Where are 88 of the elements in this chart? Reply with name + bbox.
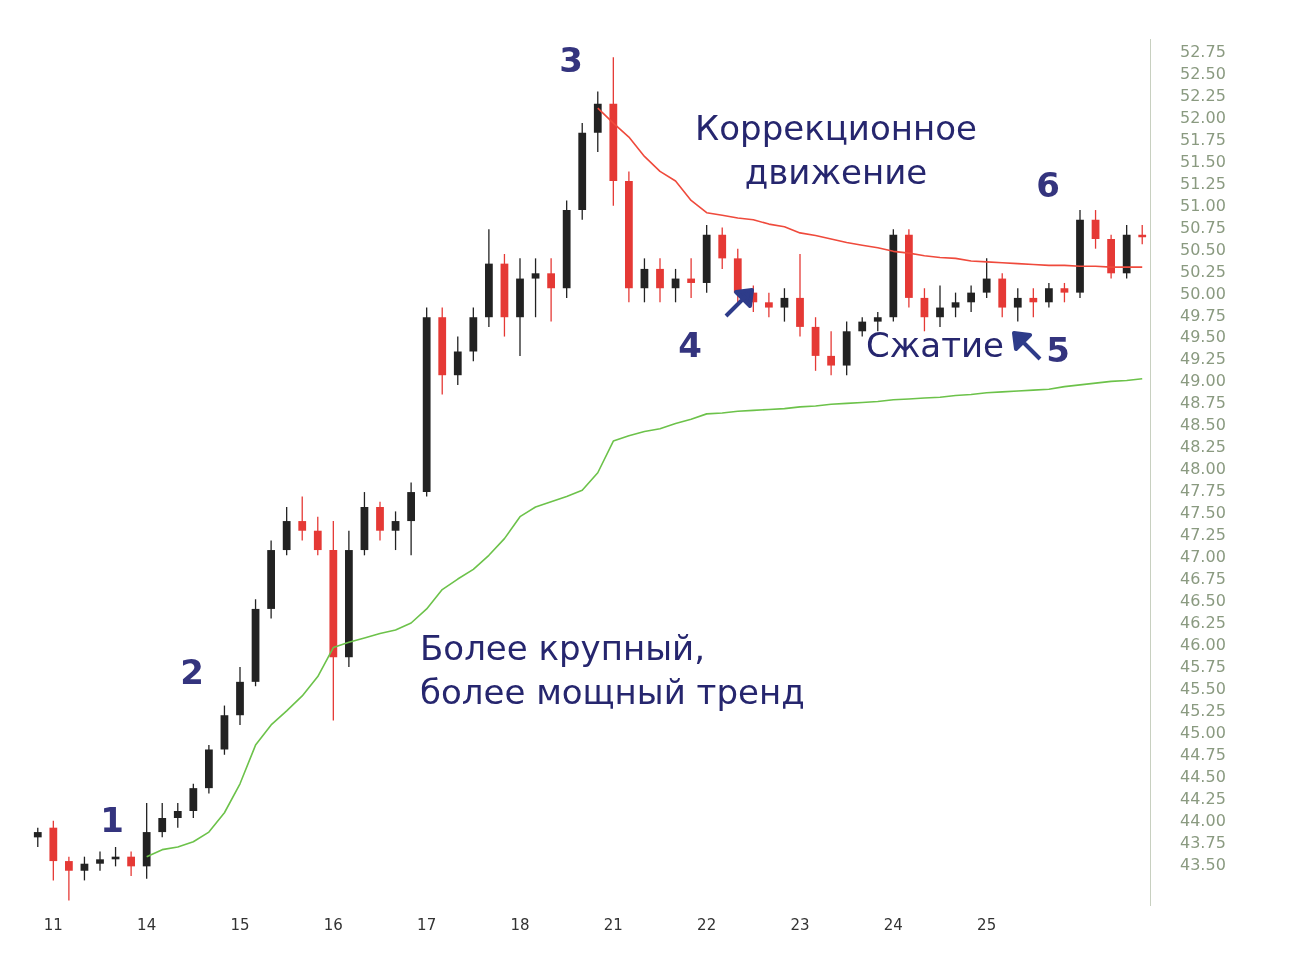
y-tick-label: 48.25 xyxy=(1180,437,1226,457)
y-tick-label: 47.75 xyxy=(1180,481,1226,501)
y-tick-label: 51.00 xyxy=(1180,195,1226,215)
x-tick-label: 21 xyxy=(603,915,623,934)
candlestick xyxy=(376,501,384,542)
annotation: 4 xyxy=(678,323,702,367)
y-tick-label: 45.25 xyxy=(1180,700,1226,720)
annotation: 5 xyxy=(1046,328,1070,372)
y-tick-label: 50.50 xyxy=(1180,239,1226,259)
y-tick-label: 51.75 xyxy=(1180,129,1226,149)
x-tick-label: 17 xyxy=(417,915,437,934)
y-tick-label: 50.75 xyxy=(1180,217,1226,237)
candlestick xyxy=(951,291,960,318)
y-tick-label: 51.25 xyxy=(1180,173,1226,193)
candlestick xyxy=(158,802,167,838)
y-tick-label: 45.00 xyxy=(1180,722,1226,742)
candlestick xyxy=(982,257,991,299)
y-tick-label: 46.50 xyxy=(1180,591,1226,611)
annotation: 2 xyxy=(180,650,204,694)
x-tick-label: 18 xyxy=(510,915,530,934)
y-tick-label: 44.75 xyxy=(1180,744,1226,764)
candlestick xyxy=(780,287,789,323)
candlestick xyxy=(687,257,695,299)
y-tick-label: 52.00 xyxy=(1180,107,1226,127)
candlestick xyxy=(33,827,42,848)
y-tick-label: 45.50 xyxy=(1180,678,1226,698)
x-tick-label: 25 xyxy=(977,915,997,934)
candlestick xyxy=(858,316,867,338)
y-tick-label: 45.75 xyxy=(1180,656,1226,676)
annotation: 1 xyxy=(100,798,124,842)
candlestick xyxy=(531,257,540,318)
candlestick xyxy=(1060,282,1069,303)
candlestick xyxy=(173,802,182,829)
candlestick xyxy=(127,850,135,877)
candlestick xyxy=(313,516,322,556)
y-tick-label: 47.00 xyxy=(1180,547,1226,567)
candlestick xyxy=(718,226,727,270)
y-tick-label: 51.50 xyxy=(1180,151,1226,171)
candlestick xyxy=(1029,287,1038,318)
y-tick-label: 48.00 xyxy=(1180,459,1226,479)
candlestick xyxy=(298,495,307,542)
y-tick-label: 48.50 xyxy=(1180,415,1226,435)
y-tick-label: 46.00 xyxy=(1180,634,1226,654)
x-tick-label: 14 xyxy=(137,915,157,934)
x-tick-label: 24 xyxy=(883,915,903,934)
y-tick-label: 52.25 xyxy=(1180,85,1226,105)
y-tick-label: 46.75 xyxy=(1180,569,1226,589)
y-tick-label: 46.25 xyxy=(1180,613,1226,633)
y-tick-label: 49.25 xyxy=(1180,349,1226,369)
y-tick-label: 49.00 xyxy=(1180,371,1226,391)
x-tick-label: 22 xyxy=(697,915,717,934)
y-tick-label: 43.50 xyxy=(1180,854,1226,874)
annotation: Более крупный, более мощный тренд xyxy=(420,626,805,714)
candlestick xyxy=(547,257,555,323)
y-tick-label: 52.75 xyxy=(1180,41,1226,61)
y-tick-label: 50.25 xyxy=(1180,261,1226,281)
candlestick xyxy=(453,335,462,386)
y-tick-label: 47.25 xyxy=(1180,525,1226,545)
y-tick-label: 52.50 xyxy=(1180,63,1226,83)
candlestick xyxy=(189,783,198,819)
annotation: 6 xyxy=(1036,163,1060,207)
candlestick xyxy=(96,850,104,872)
y-tick-label: 44.50 xyxy=(1180,766,1226,786)
candlestick xyxy=(391,510,400,551)
y-tick-label: 44.00 xyxy=(1180,810,1226,830)
candlestick xyxy=(65,856,73,902)
x-tick-label: 16 xyxy=(323,915,343,934)
y-tick-label: 50.00 xyxy=(1180,283,1226,303)
y-tick-label: 47.50 xyxy=(1180,503,1226,523)
x-tick-label: 11 xyxy=(43,915,63,934)
annotation: 3 xyxy=(559,38,583,82)
annotation: Сжатие xyxy=(865,323,1005,367)
y-tick-label: 48.75 xyxy=(1180,393,1226,413)
candlestick xyxy=(1013,287,1022,323)
candlestick xyxy=(936,284,944,328)
candlestick xyxy=(873,311,882,332)
candlestick xyxy=(967,284,975,313)
y-tick-label: 49.50 xyxy=(1180,327,1226,347)
y-tick-label: 44.25 xyxy=(1180,788,1226,808)
y-tick-label: 43.75 xyxy=(1180,832,1226,852)
annotation: Коррекционное движение xyxy=(695,106,977,194)
candlestick xyxy=(765,291,773,318)
y-tick-label: 49.75 xyxy=(1180,305,1226,325)
candlestick xyxy=(827,330,835,376)
x-tick-label: 23 xyxy=(790,915,810,934)
candlestick xyxy=(656,257,664,303)
candlestick xyxy=(1045,282,1053,309)
x-tick-label: 15 xyxy=(230,915,250,934)
